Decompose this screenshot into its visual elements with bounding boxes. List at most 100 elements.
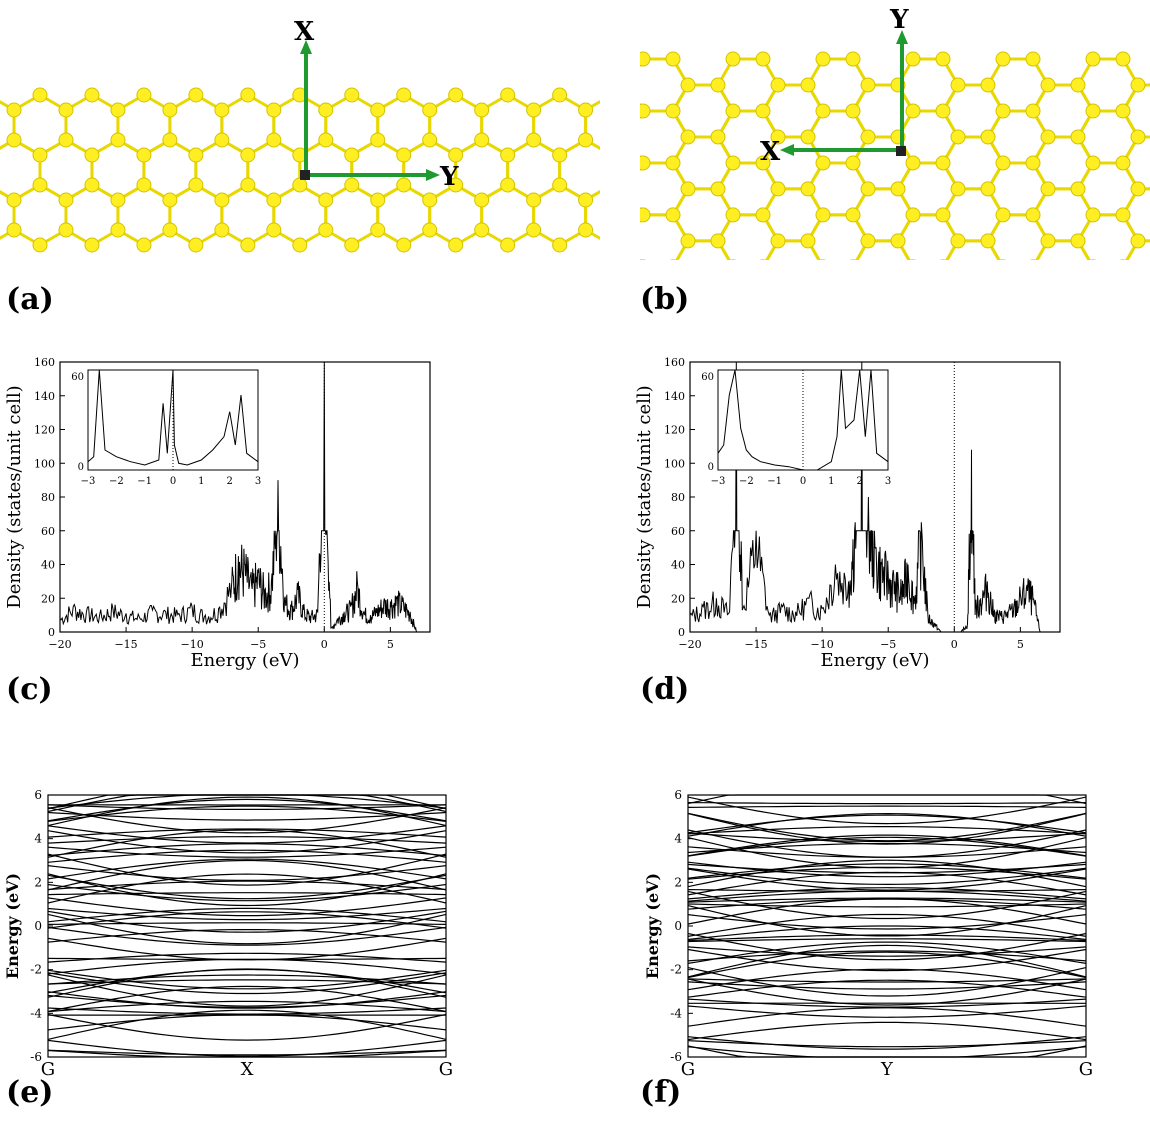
band-line bbox=[687, 932, 1087, 961]
panel-label-b: (b) bbox=[640, 282, 690, 317]
band-line bbox=[47, 1009, 447, 1040]
inset-y-tick-label: 60 bbox=[71, 372, 84, 383]
band-line bbox=[47, 1049, 447, 1056]
y-tick-label: 20 bbox=[671, 592, 685, 605]
axis-arrows-b: Y X bbox=[760, 5, 909, 167]
band-line bbox=[687, 968, 1087, 991]
band-line bbox=[47, 873, 447, 904]
y-tick-label: 2 bbox=[674, 875, 682, 889]
band-line bbox=[687, 897, 1087, 903]
band-line bbox=[687, 944, 1087, 978]
inset-x-tick-label: −1 bbox=[767, 476, 782, 487]
band-line bbox=[687, 925, 1087, 941]
band-line bbox=[687, 905, 1087, 937]
band-line bbox=[47, 974, 447, 1007]
band-line bbox=[47, 926, 447, 946]
x-tick-label: 0 bbox=[951, 638, 958, 651]
band-chart-e: -6 -4 -2 0 2 4 6 G X G Energy (eV) bbox=[3, 788, 453, 1080]
y-tick-label: 40 bbox=[41, 559, 55, 572]
band-line bbox=[47, 825, 447, 844]
band-line bbox=[687, 887, 1087, 900]
x-tick-label: −5 bbox=[880, 638, 896, 651]
band-line bbox=[47, 958, 447, 975]
band-line bbox=[687, 813, 1087, 845]
band-line bbox=[687, 978, 1087, 983]
band-line bbox=[687, 868, 1087, 891]
x-tick-label: −15 bbox=[114, 638, 137, 651]
band-line bbox=[47, 937, 447, 961]
band-line bbox=[687, 796, 1087, 825]
band-line bbox=[47, 1013, 447, 1041]
band-line bbox=[687, 829, 1087, 858]
axis-label-x: X bbox=[760, 137, 781, 167]
band-line bbox=[687, 981, 1087, 990]
inset-frame bbox=[717, 369, 889, 471]
y-tick-label: -6 bbox=[670, 1050, 682, 1064]
inset-x-tick-label: 0 bbox=[800, 476, 806, 487]
band-line bbox=[687, 826, 1087, 835]
band-line bbox=[47, 1000, 447, 1013]
band-line bbox=[687, 948, 1087, 972]
band-line bbox=[47, 858, 447, 880]
y-tick-label: 120 bbox=[34, 424, 55, 437]
band-line bbox=[687, 1036, 1087, 1050]
band-line bbox=[47, 828, 447, 838]
band-line bbox=[47, 991, 447, 1009]
structure-a-ribbon: X Y bbox=[0, 17, 600, 253]
band-line bbox=[687, 802, 1087, 805]
band-line bbox=[687, 1007, 1087, 1027]
x-axis-label: Energy (eV) bbox=[190, 650, 299, 670]
band-line bbox=[47, 1007, 447, 1015]
band-line bbox=[47, 994, 447, 1008]
band-line bbox=[47, 830, 447, 854]
band-line bbox=[47, 859, 447, 891]
band-line bbox=[47, 880, 447, 891]
inset-dos-line bbox=[717, 369, 889, 471]
band-line bbox=[47, 972, 447, 995]
y-tick-label: -2 bbox=[670, 963, 682, 977]
band-line bbox=[687, 1040, 1087, 1048]
band-line bbox=[687, 978, 1087, 1006]
y-tick-label: 140 bbox=[664, 390, 685, 403]
band-line bbox=[47, 907, 447, 921]
band-line bbox=[687, 863, 1087, 874]
y-axis-label: Energy (eV) bbox=[643, 873, 662, 979]
inset-x-tick-label: 3 bbox=[255, 476, 261, 487]
axis-label-y: Y bbox=[439, 162, 459, 192]
band-line bbox=[687, 967, 1087, 997]
inset-x-tick-label: −3 bbox=[711, 476, 726, 487]
y-tick-label: 6 bbox=[34, 788, 42, 802]
panel-label-d: (d) bbox=[640, 672, 690, 707]
band-line bbox=[47, 968, 447, 994]
band-line bbox=[47, 907, 447, 923]
y-tick-label: 80 bbox=[671, 491, 685, 504]
x-tick-label: G bbox=[439, 1059, 453, 1080]
y-tick-label: -2 bbox=[30, 963, 42, 977]
x-tick-label: −10 bbox=[181, 638, 204, 651]
band-line bbox=[687, 889, 1087, 892]
x-tick-label: −10 bbox=[811, 638, 834, 651]
panel-label-e: (e) bbox=[6, 1075, 54, 1110]
y-axis-label: Energy (eV) bbox=[3, 873, 22, 979]
band-line bbox=[687, 812, 1087, 842]
band-line bbox=[687, 941, 1087, 964]
y-tick-label: 6 bbox=[674, 788, 682, 802]
band-line bbox=[687, 863, 1087, 879]
y-tick-label: 4 bbox=[674, 832, 682, 846]
band-line bbox=[47, 910, 447, 933]
y-tick-label: 0 bbox=[48, 626, 55, 639]
band-line bbox=[687, 998, 1087, 1008]
band-line bbox=[47, 865, 447, 881]
band-line bbox=[47, 1049, 447, 1058]
axis-label-y: Y bbox=[889, 5, 909, 35]
panel-label-c: (c) bbox=[6, 672, 53, 707]
band-line bbox=[47, 892, 447, 896]
y-tick-label: 4 bbox=[34, 832, 42, 846]
band-line bbox=[47, 829, 447, 858]
band-line bbox=[47, 849, 447, 863]
y-tick-label: -6 bbox=[30, 1050, 42, 1064]
band-line bbox=[687, 836, 1087, 857]
x-tick-label: G bbox=[41, 1059, 55, 1080]
inset-x-tick-label: −3 bbox=[81, 476, 96, 487]
band-line bbox=[687, 951, 1087, 979]
